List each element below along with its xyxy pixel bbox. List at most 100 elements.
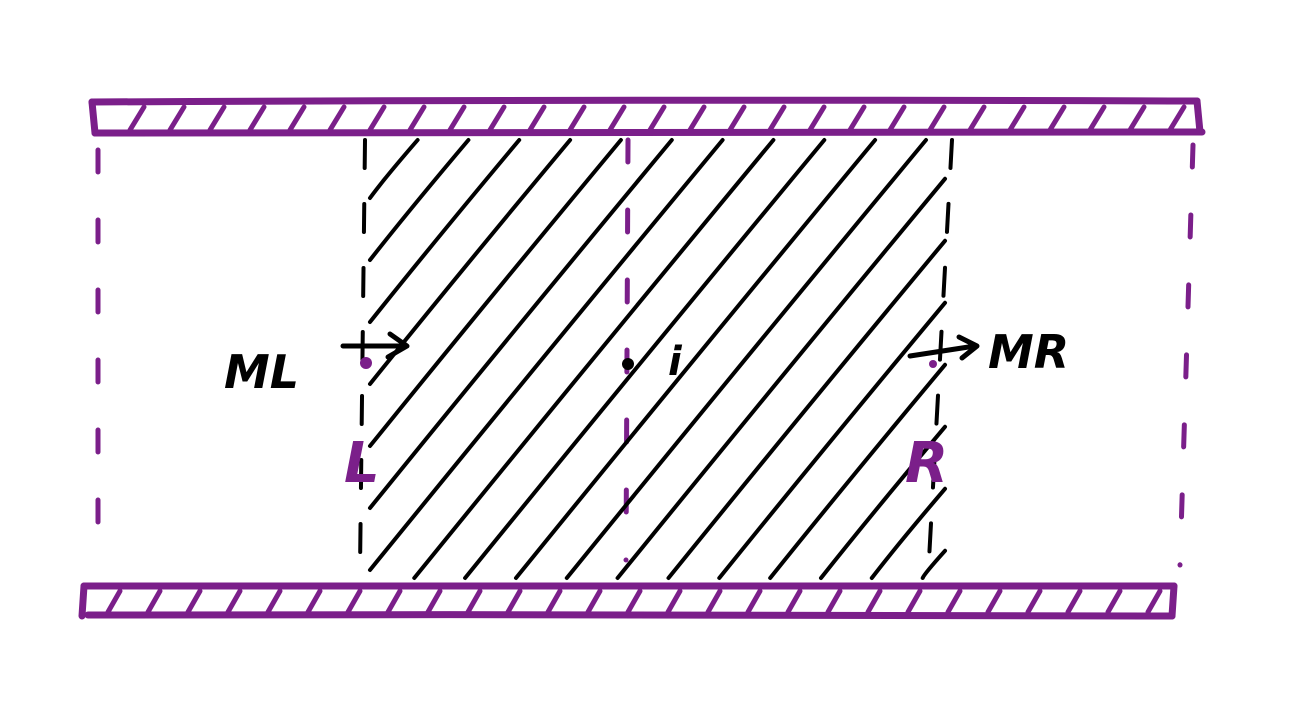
hatch-line (819, 424, 947, 580)
hatch-line (1087, 104, 1107, 133)
hatch-line (847, 104, 867, 133)
hatch-line (1065, 588, 1083, 615)
top-wall-left-end (88, 98, 99, 137)
left-point (360, 357, 372, 369)
hatch-line (1105, 588, 1123, 615)
top-wall-hatching (127, 104, 1187, 133)
hatch-line (514, 138, 878, 580)
hatch-line (105, 588, 123, 615)
hatch-line (607, 104, 627, 133)
hatch-line (368, 138, 623, 448)
hatch-line (185, 588, 203, 615)
hatch-line (945, 588, 963, 615)
hatch-line (767, 104, 787, 133)
hatch-line (825, 588, 843, 615)
hatch-line (368, 138, 471, 262)
hatch-line (345, 588, 363, 615)
hatch-line (425, 588, 443, 615)
hatch-line (368, 138, 420, 200)
bottom-wall (78, 581, 1178, 620)
hatch-line (385, 588, 403, 615)
hatch-line (727, 104, 747, 133)
hatch-line (745, 588, 763, 615)
hatch-line (367, 104, 387, 133)
hatch-line (505, 588, 523, 615)
hatch-line (145, 588, 163, 615)
hatch-line (527, 104, 547, 133)
hatch-line (1047, 104, 1067, 133)
hatch-line (869, 486, 947, 580)
bottom-wall-right-end (1168, 582, 1178, 620)
bottom-wall-hatching (105, 588, 1163, 615)
region-boundaries (358, 138, 954, 580)
hatch-line (463, 138, 827, 580)
bottom-wall-bottom-edge (84, 611, 1176, 620)
hatch-line (368, 138, 674, 510)
hatch-line (585, 588, 603, 615)
hatch-line (487, 104, 507, 133)
hatch-line (1145, 588, 1163, 615)
region-hatching (368, 138, 947, 580)
hatch-line (545, 588, 563, 615)
center-point-label: i (668, 339, 683, 385)
outer-boundaries (95, 137, 1196, 573)
hatch-line (247, 104, 267, 133)
hatch-line (768, 362, 947, 580)
hatch-line (865, 588, 883, 615)
bottom-wall-top-edge (80, 581, 1178, 590)
ml-arrow (340, 331, 410, 360)
hatch-line (412, 138, 776, 580)
hatch-line (927, 104, 947, 133)
hatch-line (785, 588, 803, 615)
hatch-line (625, 588, 643, 615)
hatch-line (1025, 588, 1043, 615)
left-region-boundary (358, 138, 367, 572)
center-point (622, 358, 634, 370)
hatch-line (407, 104, 427, 133)
hatch-line (567, 104, 587, 133)
hatch-line (647, 104, 667, 133)
hatch-line (167, 104, 187, 133)
hatch-line (905, 588, 923, 615)
hatch-line (665, 588, 683, 615)
hatch-line (127, 104, 147, 133)
hatch-line (368, 138, 725, 572)
hatch-line (705, 588, 723, 615)
hatch-line (305, 588, 323, 615)
hatch-line (207, 104, 227, 133)
ml-label: ML (224, 345, 299, 399)
bottom-wall-left-end (78, 582, 88, 620)
hatch-line (687, 104, 707, 133)
mr-label: MR (988, 325, 1069, 379)
hatch-line (615, 176, 947, 580)
hatch-line (447, 104, 467, 133)
right-outer-boundary (1177, 142, 1196, 568)
hatch-line (225, 588, 243, 615)
hatch-line (1127, 104, 1147, 133)
hatch-line (807, 104, 827, 133)
hatch-line (967, 104, 987, 133)
hatch-line (564, 138, 928, 580)
top-wall-right-end (1193, 97, 1204, 136)
hatch-line (985, 588, 1003, 615)
right-point (929, 360, 937, 368)
hatch-line (1007, 104, 1027, 133)
hatch-line (327, 104, 347, 133)
right-region-boundary (926, 138, 954, 580)
right-boundary-label: R (905, 431, 948, 496)
hatch-line (920, 548, 947, 580)
hatch-line (287, 104, 307, 133)
hatch-line (666, 238, 947, 580)
top-wall-top-edge (88, 96, 1201, 106)
hatch-line (265, 588, 283, 615)
hatch-line (717, 300, 947, 580)
hatch-line (1167, 104, 1187, 133)
mr-arrow (907, 334, 980, 361)
hatch-line (465, 588, 483, 615)
hatch-line (887, 104, 907, 133)
top-wall (88, 96, 1206, 137)
left-boundary-label: L (344, 431, 380, 496)
center-boundary (623, 137, 631, 563)
